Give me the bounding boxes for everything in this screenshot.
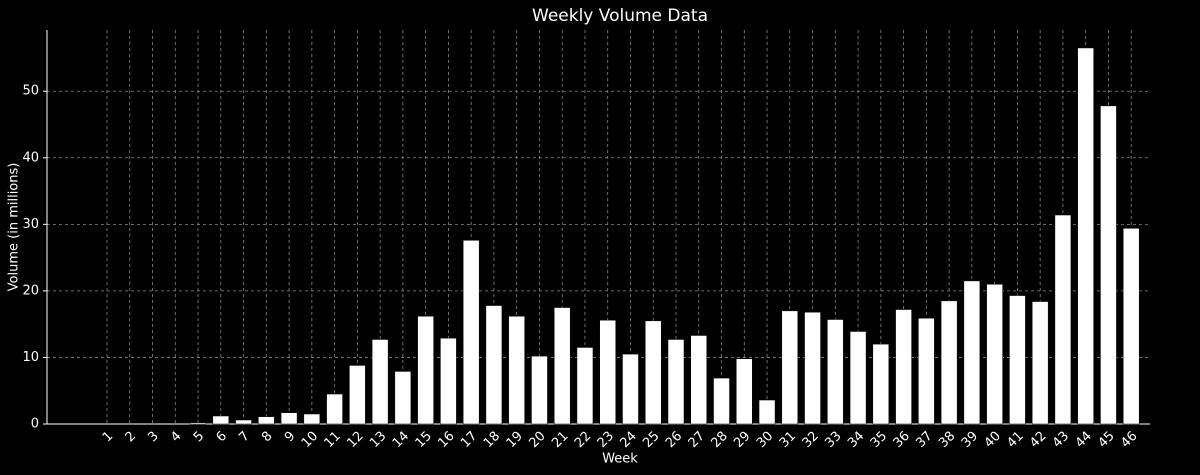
bar [508,315,525,425]
bar [781,310,799,425]
y-tick-label: 20 [22,283,39,298]
bar [644,320,662,425]
bar [986,283,1003,425]
x-tick-label: 3 [145,429,161,445]
x-tick-label: 42 [1027,429,1049,451]
y-tick-label: 30 [22,217,39,232]
bar [918,317,935,425]
bar [667,339,685,425]
x-tick-label: 7 [236,429,252,445]
x-tick-label: 34 [845,429,867,451]
x-tick-label: 19 [504,429,526,451]
bar [212,415,230,425]
y-tick-label: 0 [31,417,39,432]
x-tick-label: 37 [913,429,935,451]
bar [303,413,321,425]
bar [417,315,434,425]
y-tick-label: 50 [22,84,39,99]
x-tick-label: 45 [1095,429,1117,451]
x-tick-label: 25 [640,429,662,451]
bar [895,309,912,425]
x-tick-label: 23 [595,429,617,451]
bar [371,339,389,425]
x-tick-label: 1 [100,429,116,445]
bar [531,355,548,425]
x-tick-label: 28 [709,429,731,451]
bar [1122,228,1140,425]
bar [1009,295,1026,425]
y-axis-label: Volume (in millions) [7,163,22,292]
x-tick-label: 8 [259,429,275,445]
bar [940,300,958,425]
x-tick-label: 40 [982,429,1004,451]
bar [622,353,639,425]
x-tick-label: 16 [435,429,457,451]
x-tick-label: 17 [458,429,480,451]
x-tick-label: 6 [214,429,230,445]
x-tick-label: 27 [686,429,708,451]
x-tick-label: 5 [191,429,207,445]
x-tick-label: 22 [572,429,594,451]
bar [690,335,708,425]
bar [553,307,571,425]
x-tick-label: 26 [663,429,685,451]
bar [963,280,981,425]
x-tick-label: 29 [731,429,753,451]
x-tick-label: 9 [282,429,298,445]
bar [1100,105,1117,425]
x-tick-label: 15 [413,429,435,451]
x-tick-label: 35 [868,429,890,451]
x-tick-label: 12 [344,429,366,451]
x-tick-label: 14 [390,429,412,451]
x-tick-label: 31 [777,429,799,451]
bar [326,393,343,425]
x-tick-label: 43 [1050,429,1072,451]
x-tick-label: 20 [526,429,548,451]
bar [235,419,252,425]
x-tick-label: 24 [617,429,639,451]
x-tick-label: 38 [936,429,958,451]
bar [758,399,776,425]
bar [713,377,730,425]
x-tick-label: 46 [1118,429,1140,451]
x-tick-label: 11 [322,429,344,451]
bar [485,305,503,425]
bar [1054,214,1072,425]
bar [849,331,867,425]
bar [440,337,457,425]
x-tick-label: 36 [891,429,913,451]
x-tick-label: 32 [800,429,822,451]
bar [462,240,480,425]
bar [736,358,753,425]
x-tick-label: 41 [1004,429,1026,451]
bar [599,319,616,425]
x-tick-label: 2 [123,429,139,445]
bar [827,319,844,425]
x-tick-label: 21 [549,429,571,451]
bar [189,422,207,425]
x-tick-label: 4 [168,429,184,445]
x-axis-label: Week [602,452,638,467]
bar [258,416,275,425]
x-tick-label: 30 [754,429,776,451]
x-tick-label: 39 [959,429,981,451]
x-tick-label: 33 [822,429,844,451]
x-tick-label: 44 [1073,429,1095,451]
x-tick-label: 18 [481,429,503,451]
x-tick-label: 13 [367,429,389,451]
chart-title: Weekly Volume Data [532,6,708,26]
bar [1077,47,1094,425]
bar [804,311,821,425]
bar [872,343,890,425]
bar [349,365,366,425]
bar [576,347,594,425]
y-tick-label: 10 [22,350,39,365]
y-tick-label: 40 [22,150,39,165]
x-tick-label: 10 [299,429,321,451]
bar [280,412,298,425]
bar [394,371,412,425]
bar [1031,301,1049,425]
